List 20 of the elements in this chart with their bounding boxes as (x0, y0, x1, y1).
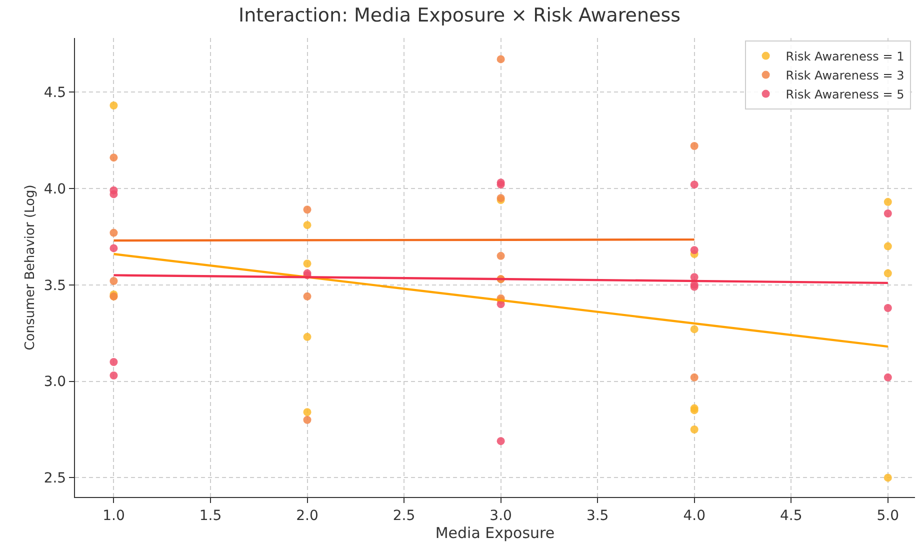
x-tick-label: 4.0 (683, 508, 706, 524)
legend-label: Risk Awareness = 3 (786, 68, 904, 82)
y-tick-label: 4.0 (44, 181, 66, 198)
x-tick-label: 2.5 (392, 508, 416, 524)
y-tick-label: 2.5 (44, 470, 66, 487)
chart-title: Interaction: Media Exposure × Risk Awareness (238, 4, 681, 26)
y-tick-label: 3.0 (44, 374, 66, 390)
legend-label: Risk Awareness = 5 (786, 87, 904, 102)
x-tick-label: 5.0 (876, 508, 900, 524)
legend-label: Risk Awareness = 1 (786, 49, 904, 64)
x-axis-title: Media Exposure (435, 524, 555, 542)
y-tick-label: 3.5 (44, 278, 66, 294)
x-tick-label: 2.0 (296, 508, 318, 524)
y-axis-title: Consumer Behavior (Log) (22, 184, 38, 350)
y-tick-label: 4.5 (44, 84, 66, 101)
x-tick-label: 1.0 (102, 508, 125, 524)
x-tick-label: 3.5 (586, 508, 609, 524)
x-tick-label: 3.0 (490, 508, 512, 524)
x-tick-label: 4.5 (780, 508, 802, 524)
x-tick-label: 1.5 (199, 508, 222, 524)
